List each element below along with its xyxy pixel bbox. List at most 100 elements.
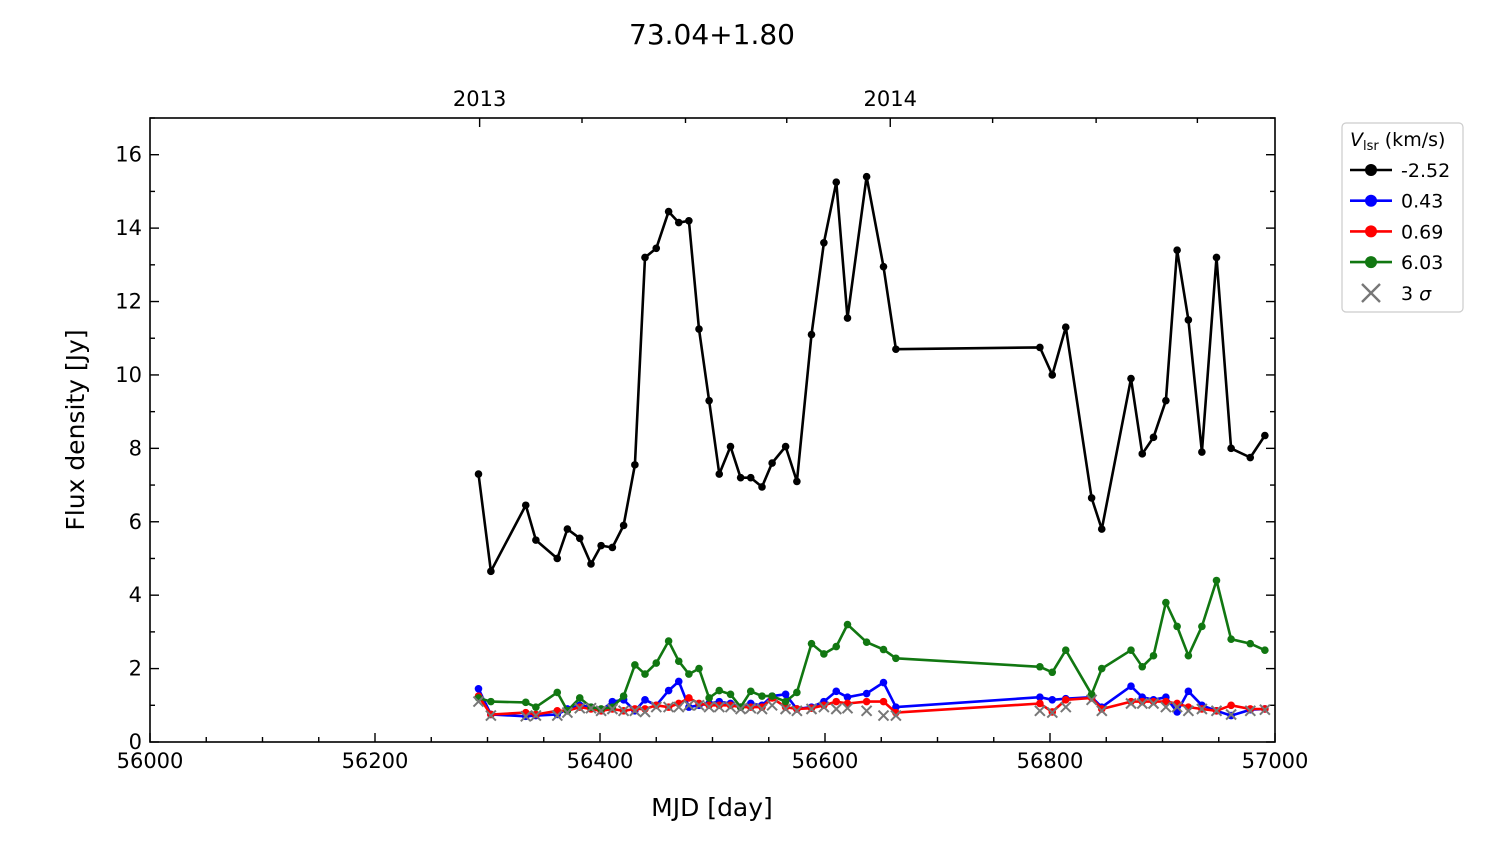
sigma-stroke: [472, 695, 485, 708]
sigma-marker: [530, 709, 542, 722]
sigma-stroke: [1259, 703, 1271, 716]
data-point: [1061, 646, 1070, 655]
data-point: [674, 677, 683, 686]
data-point: [1261, 646, 1269, 655]
sigma-marker: [1046, 706, 1059, 719]
sigma-marker: [779, 703, 792, 715]
sigma-stroke: [1225, 708, 1237, 721]
legend: Vlsr (km/s) -2.52 0.43 0.69 6.03 3 σ: [1341, 122, 1464, 313]
sigma-marker: [756, 703, 768, 715]
sigma-stroke: [1034, 705, 1046, 717]
sigma-marker: [595, 705, 607, 717]
data-point: [1198, 622, 1206, 631]
legend-item: 0.69: [1350, 221, 1443, 243]
sigma-stroke: [1196, 703, 1208, 715]
sigma-stroke: [1085, 694, 1098, 706]
chart-title: 73.04+1.80: [629, 18, 795, 51]
x-tick-label: 57000: [1242, 749, 1309, 773]
legend-item: -2.52: [1350, 160, 1450, 182]
data-point: [685, 703, 693, 711]
sigma-stroke: [1171, 701, 1183, 713]
sigma-stroke: [485, 709, 497, 722]
data-point: [736, 703, 745, 711]
data-point: [685, 670, 693, 678]
sigma-stroke: [662, 701, 675, 713]
sigma-stroke: [1046, 706, 1059, 719]
sigma-stroke: [703, 701, 715, 713]
sigma-marker: [1085, 694, 1098, 706]
legend-label: -2.52: [1401, 160, 1450, 182]
sigma-stroke: [766, 699, 778, 712]
legend-title-unit: (km/s): [1379, 129, 1446, 151]
sigma-marker: [551, 709, 564, 722]
y-axis-title: Flux density [Jy]: [61, 329, 90, 530]
data-point: [1138, 662, 1147, 671]
sigma-marker: [1060, 701, 1072, 713]
data-point: [758, 703, 766, 711]
sigma-stroke: [830, 703, 843, 715]
legend-label: 6.03: [1401, 252, 1443, 274]
legend-title-sub: lsr: [1363, 139, 1379, 154]
sigma-marker: [1160, 701, 1172, 713]
sigma-marker: [693, 699, 705, 712]
data-point: [892, 703, 900, 711]
data-point: [1198, 448, 1206, 456]
legend-marker: [1365, 225, 1377, 238]
data-point: [1097, 664, 1106, 673]
series-layer: [472, 172, 1271, 723]
data-point: [641, 670, 649, 678]
sigma-stroke: [551, 709, 564, 722]
data-point: [781, 697, 790, 706]
data-point: [521, 501, 530, 510]
data-point: [1162, 598, 1170, 607]
data-point: [563, 525, 572, 533]
data-point: [553, 554, 562, 563]
y-tick-label: 4: [129, 583, 142, 607]
sigma-marker: [606, 703, 619, 715]
data-point: [705, 694, 713, 702]
data-point: [1138, 450, 1147, 458]
series-6.03: [474, 576, 1269, 715]
data-point: [619, 692, 628, 700]
sigma-marker: [1125, 697, 1137, 710]
legend-label: 0.43: [1401, 191, 1443, 213]
data-point: [1048, 695, 1057, 704]
sigma-marker: [1147, 697, 1160, 710]
sigma-stroke: [890, 709, 902, 722]
sigma-stroke: [673, 701, 685, 713]
data-point: [781, 442, 790, 451]
data-point: [1246, 705, 1255, 713]
legend-sigma-prefix: 3: [1401, 283, 1419, 305]
sigma-stroke: [617, 705, 630, 717]
x-tick-label: 56400: [567, 749, 634, 773]
data-point: [1184, 687, 1193, 696]
data-point: [715, 701, 724, 710]
data-point: [1149, 651, 1158, 660]
sigma-marker: [662, 701, 675, 713]
data-point: [474, 684, 483, 693]
data-point: [664, 686, 673, 695]
sigma-stroke: [805, 703, 818, 715]
data-point: [715, 470, 724, 478]
sigma-stroke: [561, 706, 574, 719]
data-point: [695, 325, 703, 333]
data-point: [820, 650, 828, 658]
series-line: [477, 175, 1266, 573]
sigma-marker: [830, 703, 843, 715]
sigma-marker: [1136, 697, 1149, 710]
sigma-stroke: [629, 705, 641, 717]
data-point: [820, 239, 828, 247]
data-point: [793, 688, 801, 697]
data-point: [726, 690, 735, 699]
data-point: [597, 541, 605, 550]
sigma-stroke: [574, 702, 586, 714]
sigma-marker: [860, 705, 873, 717]
data-point: [1048, 371, 1057, 379]
sigma-stroke: [1096, 705, 1108, 717]
sigma-marker: [734, 703, 747, 715]
sigma-marker: [818, 701, 830, 713]
sigma-marker: [1171, 701, 1183, 713]
data-point: [1162, 396, 1170, 405]
top-axis: 2013 2014: [453, 87, 1199, 127]
